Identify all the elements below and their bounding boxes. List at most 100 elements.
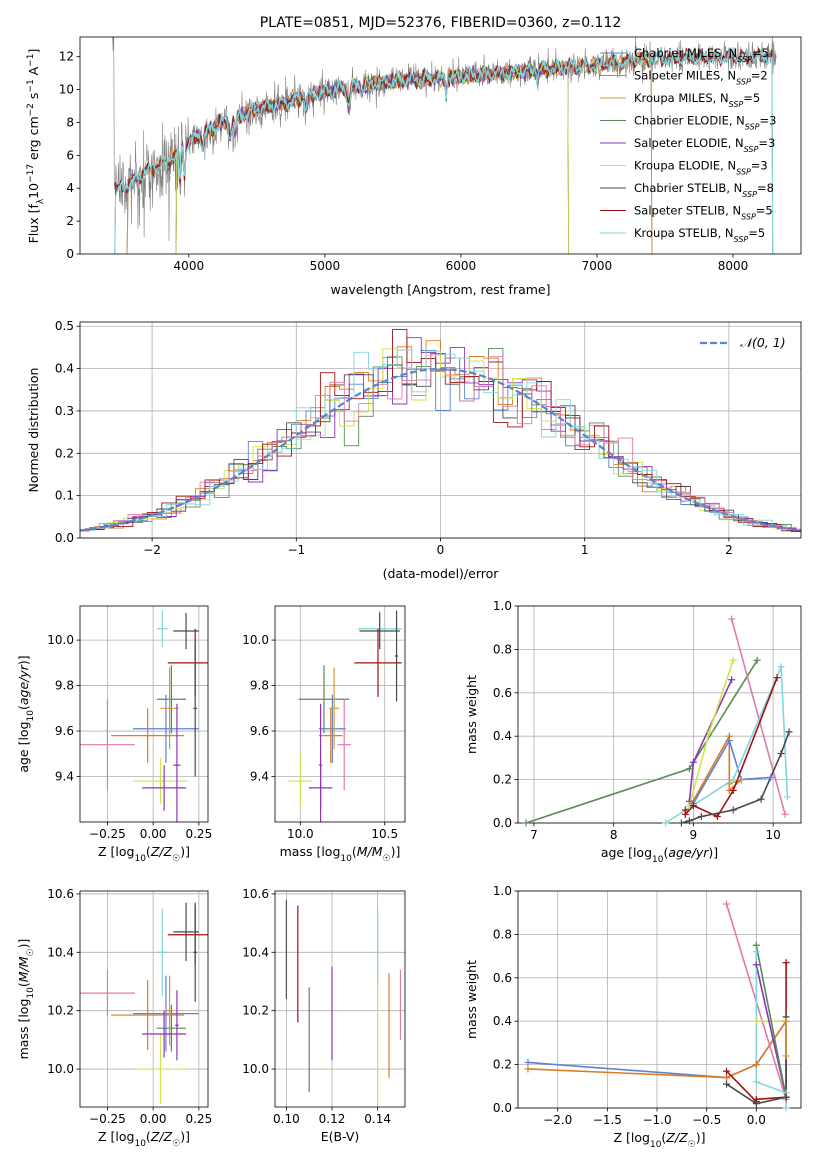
histogram-steps bbox=[80, 348, 801, 531]
error-bar-marker bbox=[318, 703, 323, 822]
plus-marker bbox=[752, 1061, 760, 1069]
legend-entry: 𝒩(0, 1) bbox=[740, 335, 786, 350]
mass-vs-ebv-plot-area bbox=[285, 899, 402, 1105]
error-bar-marker bbox=[156, 665, 187, 734]
error-bar-marker bbox=[173, 703, 181, 822]
label-part: 10 bbox=[26, 183, 41, 199]
x-tick-label: −1 bbox=[287, 543, 305, 557]
legend-n: =5 bbox=[756, 204, 773, 218]
gaussian-reference-line bbox=[80, 367, 799, 532]
plus-marker bbox=[782, 1052, 790, 1060]
axes-frame bbox=[79, 605, 209, 823]
x-tick-label: 9 bbox=[690, 828, 698, 842]
y-axis-label: Normed distribution bbox=[26, 368, 41, 493]
legend-sub: SSP bbox=[736, 167, 751, 176]
plus-marker bbox=[729, 656, 737, 664]
plus-marker bbox=[524, 1058, 532, 1066]
y-axis-label: age [log10(age/yr)] bbox=[16, 655, 36, 772]
plus-marker bbox=[728, 676, 736, 684]
label-part: M/M bbox=[357, 844, 383, 859]
label-part: erg cm bbox=[26, 116, 41, 164]
error-bar-marker bbox=[318, 694, 346, 763]
age-vs-mass-plot-area bbox=[288, 610, 402, 822]
y-tick-label: 9.4 bbox=[55, 770, 74, 784]
legend-text: Salpeter ELODIE, N bbox=[634, 136, 744, 150]
plus-marker bbox=[737, 776, 745, 784]
plus-marker bbox=[524, 1065, 532, 1073]
plus-marker bbox=[677, 819, 685, 827]
y-tick-label: 9.8 bbox=[55, 679, 74, 693]
y-tick-label: 0.0 bbox=[493, 816, 512, 830]
mass-weight-vs-Z-axes: −2.0 −1.5 −1.0 −0.5 0.0 0.0 0.2 0.4 0.6 0.8 1.0 bbox=[493, 884, 802, 1127]
legend-sub: SSP bbox=[741, 212, 756, 221]
x-axis-label: Z [log10(Z/Z☉)] bbox=[614, 1130, 706, 1150]
plus-marker bbox=[752, 961, 760, 969]
x-tick-label: 0.00 bbox=[140, 1112, 167, 1126]
legend-entry: Salpeter MILES, NSSP=2 bbox=[634, 69, 768, 87]
y-tick-label: 10.2 bbox=[242, 1004, 269, 1018]
legend-entry: Salpeter STELIB, NSSP=5 bbox=[634, 204, 773, 222]
y-tick-label: 6 bbox=[66, 148, 74, 162]
label-part: Z/Z bbox=[150, 844, 173, 859]
label-part: ( bbox=[16, 705, 31, 710]
error-bar-marker bbox=[394, 610, 399, 702]
label-part: age [log bbox=[16, 721, 31, 772]
legend-sub: SSP bbox=[736, 77, 751, 86]
label-part: M/M bbox=[16, 956, 31, 982]
error-bar-marker bbox=[156, 908, 168, 997]
y-tick-label: 1.0 bbox=[493, 599, 512, 613]
y-tick-label: 0 bbox=[66, 247, 74, 261]
plus-marker bbox=[697, 812, 705, 820]
error-bar-marker bbox=[329, 667, 340, 750]
legend-n: =5 bbox=[743, 91, 760, 105]
y-tick-label: 10 bbox=[59, 83, 74, 97]
x-axis-label: wavelength [Angstrom, rest frame] bbox=[330, 282, 550, 297]
plus-marker bbox=[728, 615, 736, 623]
label-part: 10 bbox=[652, 855, 664, 865]
y-axis-label: mass weight bbox=[464, 675, 479, 754]
x-tick-label: 8000 bbox=[718, 259, 749, 273]
mass-weight-vs-age-axes: 7 8 9 10 0.0 0.2 0.4 0.6 0.8 1.0 bbox=[493, 599, 802, 842]
x-tick-label: 6000 bbox=[446, 259, 477, 273]
plus-marker bbox=[685, 765, 693, 773]
histogram-steps bbox=[80, 337, 801, 532]
legend-sub: SSP bbox=[729, 100, 744, 109]
legend-text: Kroupa MILES, N bbox=[634, 91, 729, 105]
axes-frame bbox=[517, 605, 802, 824]
y-tick-label: 9.8 bbox=[250, 679, 269, 693]
error-bar-marker bbox=[298, 665, 350, 734]
x-tick-label: 10 bbox=[765, 828, 780, 842]
legend-sub: SSP bbox=[734, 235, 749, 244]
error-bar-marker bbox=[359, 612, 400, 650]
plus-marker bbox=[713, 812, 721, 820]
label-part: )] bbox=[391, 844, 401, 859]
x-tick-label: 10.0 bbox=[287, 827, 314, 841]
y-tick-label: 0.6 bbox=[493, 971, 512, 985]
plus-marker bbox=[777, 750, 785, 758]
label-part: age [log bbox=[601, 845, 652, 860]
error-bar-marker bbox=[193, 640, 198, 777]
y-tick-label: 0.4 bbox=[493, 729, 512, 743]
label-part: Z [log bbox=[98, 1129, 134, 1144]
plus-marker bbox=[729, 786, 737, 794]
error-bar-marker bbox=[142, 1010, 187, 1058]
y-tick-label: 0.0 bbox=[55, 531, 74, 545]
y-tick-label: 0.2 bbox=[493, 1058, 512, 1072]
label-part: 10 bbox=[26, 710, 36, 722]
y-tick-label: 0.1 bbox=[55, 489, 74, 503]
y-tick-label: 10.4 bbox=[47, 945, 74, 959]
y-tick-label: 9.4 bbox=[250, 770, 269, 784]
axes-frame bbox=[274, 605, 406, 823]
legend-n: =5 bbox=[748, 226, 765, 240]
label-part: )] bbox=[16, 939, 31, 949]
plus-marker bbox=[752, 948, 760, 956]
plus-marker bbox=[782, 1104, 790, 1112]
error-bar-marker bbox=[133, 694, 199, 763]
residuals-axes: −2 −1 0 1 2 0.0 0.1 0.2 0.3 0.4 0.5 bbox=[55, 319, 802, 557]
x-tick-label: 10.5 bbox=[371, 827, 398, 841]
plus-marker bbox=[757, 795, 765, 803]
plus-marker bbox=[729, 776, 737, 784]
y-tick-label: 10.0 bbox=[242, 633, 269, 647]
